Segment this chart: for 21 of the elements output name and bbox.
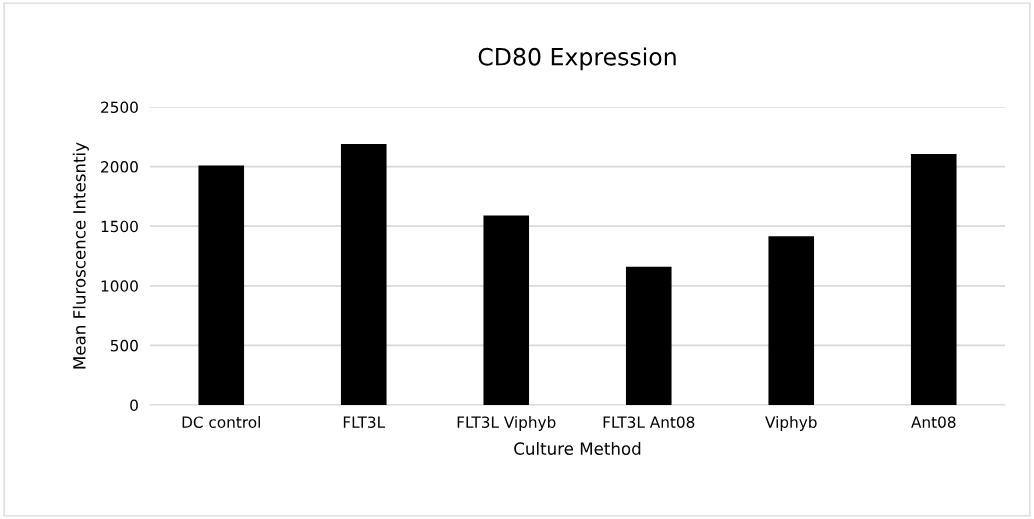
bar — [198, 165, 245, 405]
bar — [768, 236, 815, 405]
bar — [483, 215, 530, 405]
x-tick-label: Viphyb — [765, 416, 817, 431]
bar — [910, 154, 957, 405]
y-tick-label: 1500 — [101, 220, 138, 233]
x-tick-label: DC control — [182, 416, 260, 428]
chart-title: CD80 Expression — [478, 47, 676, 71]
x-tick-label: FLT3L — [343, 416, 386, 428]
y-tick-label: 2500 — [101, 101, 138, 114]
x-axis-title: Culture Method — [514, 442, 641, 455]
x-tick-label: FLT3L Ant08 — [603, 416, 695, 428]
y-tick-label: 1000 — [101, 280, 138, 292]
bar — [340, 143, 387, 405]
y-tick-label: 500 — [110, 339, 138, 352]
x-tick-label: Ant08 — [911, 416, 956, 428]
y-tick-label: 2000 — [101, 161, 138, 173]
y-axis-title: Mean Fluroscence Intesntiy — [72, 142, 89, 369]
bar — [625, 266, 672, 405]
x-tick-label: FLT3L Viphyb — [457, 416, 556, 431]
y-tick-label: 0 — [130, 399, 138, 412]
